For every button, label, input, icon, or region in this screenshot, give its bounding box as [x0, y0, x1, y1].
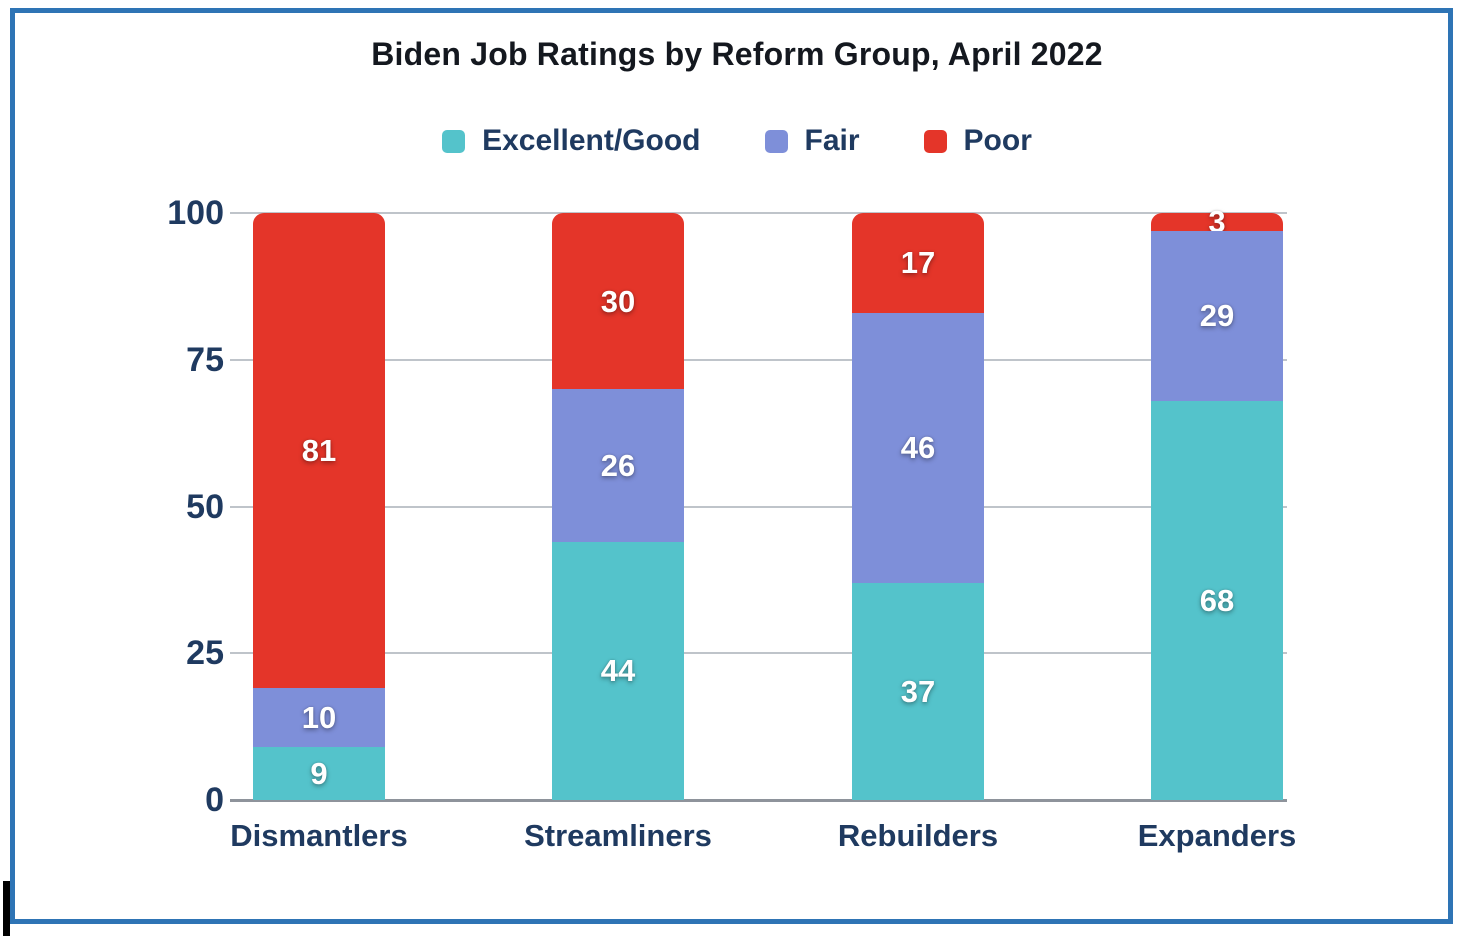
legend-item-fair: Fair	[764, 124, 860, 158]
chart-title: Biden Job Ratings by Reform Group, April…	[371, 36, 1103, 72]
category-label-rebuilders: Rebuilders	[837, 818, 999, 853]
legend-swatch-icon	[442, 129, 466, 153]
bar-value-label: 17	[900, 245, 936, 281]
bar-value-label: 10	[301, 700, 337, 736]
bar-value-label: 46	[900, 430, 936, 466]
bar-segment-streamliners-fair: 26	[552, 389, 684, 542]
y-tick-label-0: 0	[205, 781, 224, 819]
plot-area: 81 10 9 30 26 44 17 46 37 3 29 68	[230, 206, 1287, 802]
bar-value-label: 30	[600, 283, 636, 319]
category-label-dismantlers: Dismantlers	[230, 818, 408, 853]
legend-item-excellent-good: Excellent/Good	[442, 124, 701, 158]
chart-legend: Excellent/Good Fair Poor	[0, 124, 1474, 158]
bar-segment-dismantlers-excellent-good: 9	[253, 747, 385, 800]
category-label-streamliners: Streamliners	[524, 818, 712, 853]
bar-segment-expanders-fair: 29	[1151, 230, 1283, 401]
gridline-75	[230, 358, 1287, 361]
gridline-100	[230, 212, 1287, 214]
bar-segment-streamliners-excellent-good: 44	[552, 541, 684, 800]
y-tick-label-50: 50	[186, 487, 224, 526]
screen-artifact-cursor	[3, 881, 10, 936]
bar-value-label: 3	[1208, 204, 1226, 240]
bar-rebuilders: 17 46 37	[852, 213, 984, 800]
legend-label: Excellent/Good	[482, 124, 701, 157]
legend-swatch-icon	[764, 129, 788, 153]
bar-segment-rebuilders-poor: 17	[852, 213, 984, 313]
category-label-expanders: Expanders	[1137, 818, 1297, 853]
bar-segment-dismantlers-fair: 10	[253, 688, 385, 748]
bar-segment-expanders-poor: 3	[1151, 206, 1283, 237]
legend-swatch-icon	[923, 129, 947, 153]
bar-value-label: 9	[310, 756, 328, 792]
legend-item-poor: Poor	[923, 124, 1032, 158]
bar-dismantlers: 81 10 9	[253, 213, 385, 800]
bar-value-label: 44	[600, 653, 636, 689]
bar-segment-dismantlers-poor: 81	[253, 213, 385, 689]
y-axis-labels: 0 25 50 75 100	[0, 195, 224, 818]
x-axis-labels: Dismantlers Streamliners Rebuilders Expande…	[230, 818, 1296, 866]
bar-value-label: 26	[600, 447, 636, 483]
bar-expanders: 3 29 68	[1151, 206, 1283, 800]
bar-segment-rebuilders-fair: 46	[852, 312, 984, 583]
bar-segment-streamliners-poor: 30	[552, 213, 684, 390]
bar-streamliners: 30 26 44	[552, 213, 684, 800]
gridline-25	[230, 652, 1287, 655]
legend-label: Fair	[804, 124, 860, 157]
y-tick-label-75: 75	[186, 340, 224, 379]
y-tick-label-100: 100	[167, 194, 224, 232]
gridline-50	[230, 505, 1287, 508]
legend-label: Poor	[963, 124, 1032, 157]
bar-value-label: 68	[1199, 582, 1235, 618]
bar-segment-rebuilders-excellent-good: 37	[852, 582, 984, 800]
x-axis-baseline	[230, 799, 1287, 802]
bar-value-label: 29	[1199, 298, 1235, 334]
bar-segment-expanders-excellent-good: 68	[1151, 400, 1283, 800]
y-tick-label-25: 25	[186, 634, 224, 673]
bar-value-label: 81	[301, 433, 337, 469]
bar-value-label: 37	[900, 673, 936, 709]
